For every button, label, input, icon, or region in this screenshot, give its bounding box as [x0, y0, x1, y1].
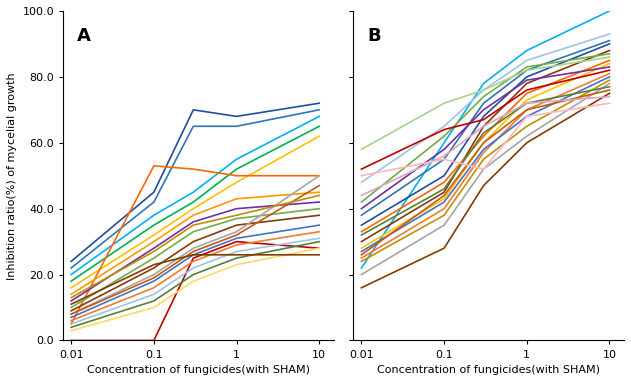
X-axis label: Concentration of fungicides(with SHAM): Concentration of fungicides(with SHAM): [87, 365, 310, 375]
Text: A: A: [77, 28, 91, 45]
X-axis label: Concentration of fungicides(with SHAM): Concentration of fungicides(with SHAM): [377, 365, 600, 375]
Y-axis label: Inhibition ratio(%) of mycelial growth: Inhibition ratio(%) of mycelial growth: [7, 72, 17, 280]
Text: B: B: [367, 28, 380, 45]
